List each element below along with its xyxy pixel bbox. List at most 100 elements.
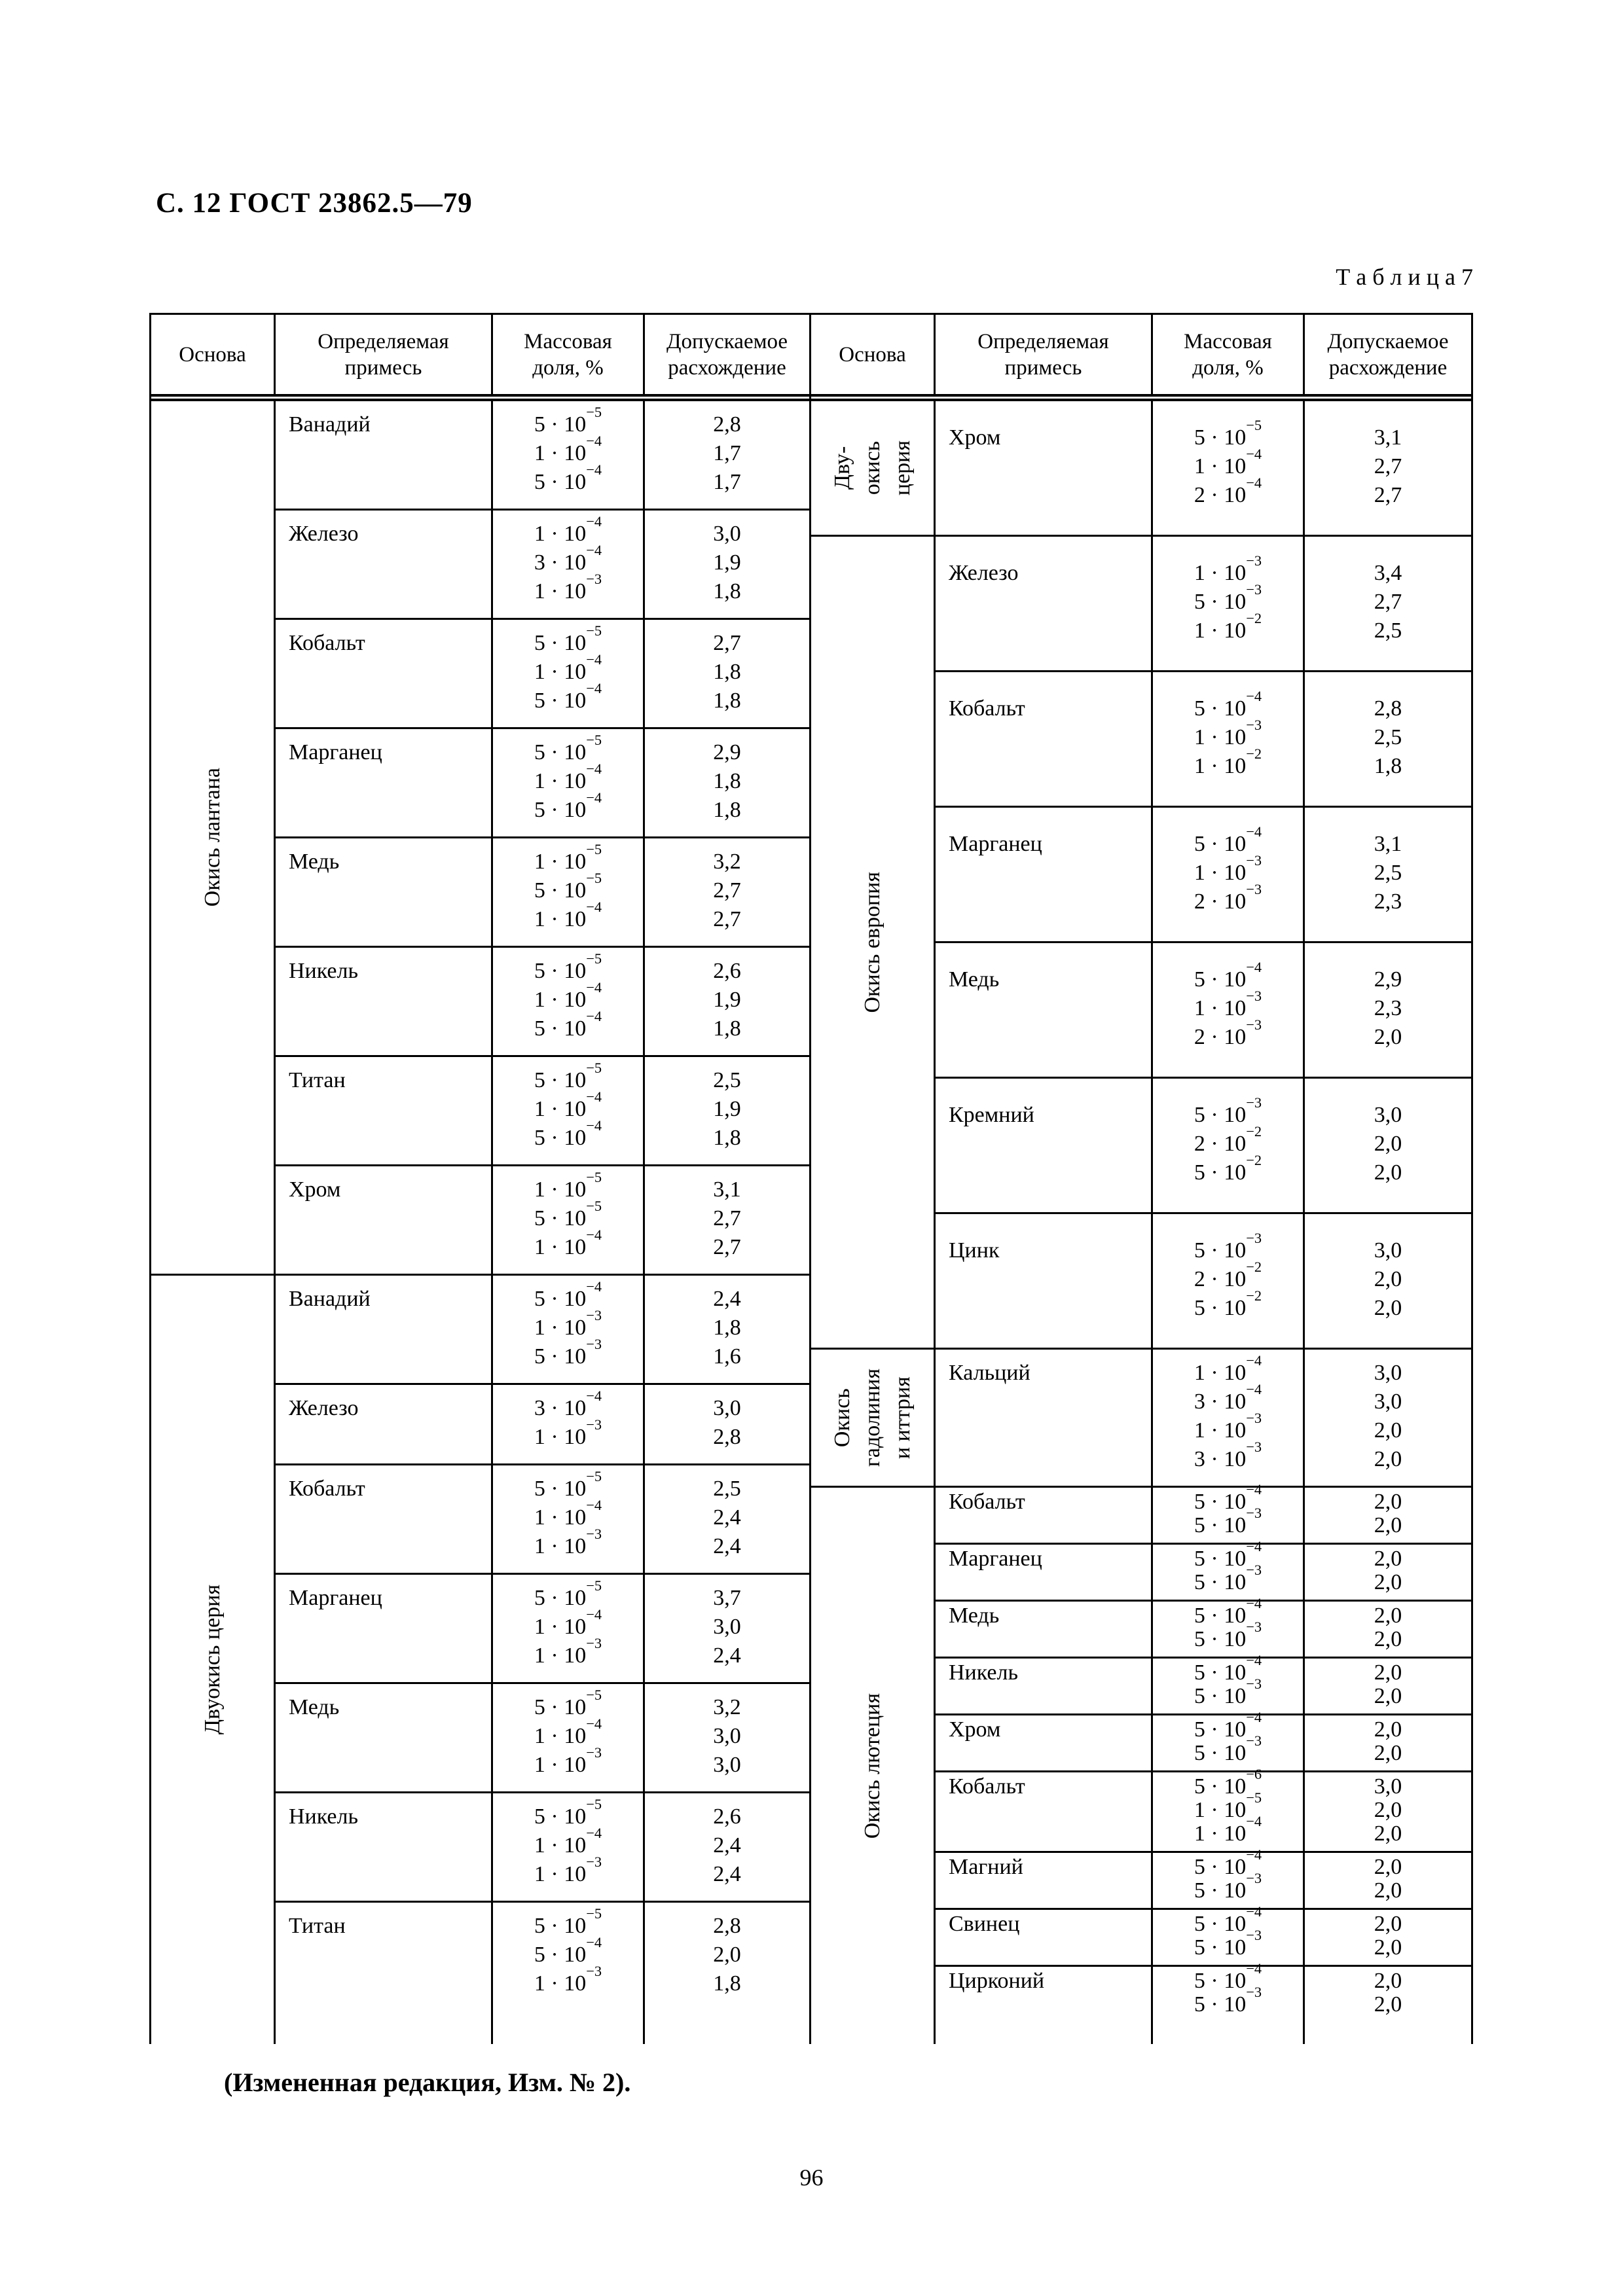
impurity-name: Кобальт [276,620,493,727]
discrepancy-value: 2,8 [1374,696,1402,721]
discrepancy-cell: 3,0 2,0 2,0 [1305,1772,1471,1851]
mass-fraction-value: 5 · 10−4 [1194,958,1262,992]
discrepancy-value: 1,8 [713,579,741,603]
impurity-groups: Кальций 1 · 10−4 3 · 10−4 1 · 10−3 3 · 10−3 3… [936,1350,1471,1486]
mass-fraction-value: 5 · 10−4 [1194,1846,1262,1879]
impurity-name: Медь [276,1684,493,1791]
table-body: Дву- окись церия Хром 5 · 10−5 1 · 10−4 2 · … [811,401,1471,2044]
impurity-name: Железо [936,537,1153,670]
column-header-fraction: Массовая доля, % [493,315,645,394]
discrepancy-value: 3,0 [713,1396,741,1420]
mass-fraction-value: 3 · 10−4 [534,1387,602,1420]
base-name: Окись лютеция [860,1693,884,1839]
mass-fraction-value: 5 · 10−4 [1194,1594,1262,1628]
discrepancy-value: 2,3 [1374,889,1402,914]
mass-fraction-cell: 5 · 10−5 1 · 10−4 5 · 10−4 [493,729,645,836]
mass-fraction-value: 1 · 10−4 [534,1605,602,1639]
mass-fraction-cell: 5 · 10−4 1 · 10−3 2 · 10−3 [1153,808,1305,941]
base-section: Окись лантана Ванадий 5 · 10−5 1 · 10−4 5 · … [151,401,809,1274]
column-header-impurity: Определяемая примесь [276,315,493,394]
impurity-row-group: Кобальт 5 · 10−5 1 · 10−4 1 · 10−3 2,5 2,4 2,4 [276,1463,809,1573]
mass-fraction-value: 5 · 10−3 [1194,1561,1262,1594]
mass-fraction-cell: 5 · 10−3 2 · 10−2 5 · 10−2 [1153,1079,1305,1212]
column-header-discrepancy: Допускаемое расхождение [1327,329,1449,380]
mass-fraction-value: 5 · 10−4 [534,1933,602,1967]
discrepancy-value: 2,4 [713,1862,741,1886]
impurity-name: Никель [936,1659,1153,1713]
discrepancy-value: 1,8 [713,769,741,793]
impurity-name: Медь [276,838,493,946]
mass-fraction-value: 5 · 10−3 [1194,1094,1262,1127]
discrepancy-cell: 3,0 2,8 [645,1385,809,1463]
impurity-name: Марганец [936,808,1153,941]
impurity-row-group: Никель 5 · 10−5 1 · 10−4 5 · 10−4 2,6 1,9 1,8 [276,946,809,1055]
discrepancy-value: 2,0 [1374,1604,1402,1628]
mass-fraction-value: 1 · 10−3 [534,1306,602,1340]
discrepancy-value: 3,2 [713,850,741,874]
base-name: Окись лантана [200,768,225,907]
discrepancy-value: 2,5 [713,1068,741,1092]
discrepancy-cell: 3,7 3,0 2,4 [645,1575,809,1682]
mass-fraction-value: 5 · 10−4 [1194,687,1262,721]
mass-fraction-cell: 1 · 10−5 5 · 10−5 1 · 10−4 [493,1166,645,1274]
mass-fraction-value: 5 · 10−2 [1194,1151,1262,1185]
mass-fraction-value: 1 · 10−3 [534,1962,602,1996]
discrepancy-value: 2,0 [1374,1912,1402,1936]
impurity-row-group: Титан 5 · 10−5 1 · 10−4 5 · 10−4 2,5 1,9 1,8 [276,1055,809,1164]
discrepancy-value: 2,8 [713,1425,741,1449]
discrepancy-value: 1,9 [713,550,741,575]
discrepancy-value: 2,0 [1374,1547,1402,1571]
mass-fraction-value: 5 · 10−5 [534,950,602,983]
discrepancy-value: 2,7 [713,1235,741,1259]
mass-fraction-value: 1 · 10−3 [1194,552,1262,585]
mass-fraction-value: 2 · 10−2 [1194,1258,1262,1291]
page-number: 96 [799,2164,824,2191]
discrepancy-value: 3,1 [1374,425,1402,450]
impurity-name: Марганец [936,1545,1153,1600]
base-name: Окись гадолиния и иттрия [830,1368,915,1467]
base-cell: Окись лантана [151,401,276,1274]
mass-fraction-value: 5 · 10−5 [1194,416,1262,450]
discrepancy-cell: 3,0 2,0 2,0 [1305,1214,1471,1348]
impurity-name: Ванадий [276,401,493,509]
impurity-row-group: Кобальт 5 · 10−5 1 · 10−4 5 · 10−4 2,7 1,8 1,8 [276,618,809,727]
mass-fraction-cell: 5 · 10−4 5 · 10−3 [1153,1653,1305,1713]
discrepancy-value: 2,5 [1374,725,1402,749]
discrepancy-value: 3,0 [713,1724,741,1748]
mass-fraction-value: 1 · 10−4 [1194,1812,1262,1846]
discrepancy-value: 3,0 [713,1615,741,1639]
base-cell: Дву- окись церия [811,401,936,535]
impurity-row-group: Хром 5 · 10−4 5 · 10−3 2,0 2,0 [936,1710,1471,1770]
impurity-row-group: Цинк 5 · 10−3 2 · 10−2 5 · 10−2 3,0 2,0 2,0 [936,1212,1471,1348]
mass-fraction-cell: 5 · 10−3 2 · 10−2 5 · 10−2 [1153,1214,1305,1348]
mass-fraction-cell: 5 · 10−5 1 · 10−4 5 · 10−4 [493,1057,645,1164]
mass-fraction-value: 3 · 10−4 [534,541,602,575]
discrepancy-value: 2,0 [1374,1741,1402,1765]
impurity-name: Титан [276,1903,493,2044]
impurity-row-group: Марганец 5 · 10−4 1 · 10−3 2 · 10−3 3,1 2,5 2,… [936,806,1471,941]
impurity-groups: Ванадий 5 · 10−5 1 · 10−4 5 · 10−4 2,8 1,7 1,7… [276,401,809,1274]
discrepancy-cell: 3,0 2,0 2,0 [1305,1079,1471,1212]
mass-fraction-value: 5 · 10−4 [1194,1960,1262,1993]
discrepancy-value: 2,4 [713,1534,741,1558]
base-section: Окись лютеция Кобальт 5 · 10−4 5 · 10−3 2,0 2… [811,1482,1471,2044]
mass-fraction-cell: 5 · 10−5 1 · 10−4 5 · 10−4 [493,948,645,1055]
discrepancy-cell: 3,4 2,7 2,5 [1305,537,1471,670]
impurity-row-group: Хром 5 · 10−5 1 · 10−4 2 · 10−4 3,1 2,7 2,7 [936,401,1471,535]
impurity-name: Цирконий [936,1967,1153,2044]
mass-fraction-cell: 3 · 10−4 1 · 10−3 [493,1385,645,1463]
mass-fraction-cell: 5 · 10−5 1 · 10−4 5 · 10−4 [493,401,645,509]
discrepancy-value: 3,0 [1374,1361,1402,1385]
impurity-name: Цинк [936,1214,1153,1348]
impurity-row-group: Кобальт 5 · 10−6 1 · 10−5 1 · 10−4 3,0 2,0 2,0 [936,1767,1471,1851]
mass-fraction-value: 5 · 10−5 [534,1686,602,1719]
impurity-row-group: Никель 5 · 10−4 5 · 10−3 2,0 2,0 [936,1653,1471,1713]
impurity-row-group: Железо 1 · 10−4 3 · 10−4 1 · 10−3 3,0 1,9 1,8 [276,509,809,618]
discrepancy-value: 2,0 [1374,1855,1402,1879]
mass-fraction-value: 2 · 10−4 [1194,474,1262,507]
mass-fraction-cell: 5 · 10−4 5 · 10−3 [1153,1710,1305,1770]
impurity-row-group: Ванадий 5 · 10−4 1 · 10−3 5 · 10−3 2,4 1,8 1,6 [276,1276,809,1383]
mass-fraction-value: 1 · 10−2 [1194,609,1262,643]
impurity-row-group: Хром 1 · 10−5 5 · 10−5 1 · 10−4 3,1 2,7 2,7 [276,1164,809,1274]
